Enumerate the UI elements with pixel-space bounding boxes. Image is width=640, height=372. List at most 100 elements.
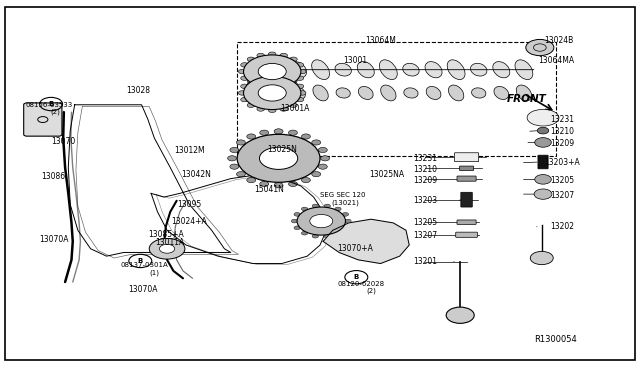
Ellipse shape <box>289 62 307 78</box>
Ellipse shape <box>425 62 442 78</box>
Ellipse shape <box>470 63 487 76</box>
FancyBboxPatch shape <box>457 176 476 181</box>
Text: 13231: 13231 <box>550 115 574 124</box>
Text: 13205: 13205 <box>413 218 437 227</box>
Ellipse shape <box>336 88 350 98</box>
Text: 08120-62028: 08120-62028 <box>338 281 385 287</box>
Ellipse shape <box>380 60 397 80</box>
Ellipse shape <box>268 88 282 98</box>
Text: 13086: 13086 <box>42 172 66 181</box>
Circle shape <box>318 147 327 153</box>
Circle shape <box>526 39 554 56</box>
Circle shape <box>268 73 276 78</box>
Circle shape <box>289 130 298 135</box>
Text: 13070A: 13070A <box>128 285 157 294</box>
Circle shape <box>312 234 319 238</box>
Circle shape <box>342 212 349 216</box>
Circle shape <box>257 75 264 79</box>
Text: 13207: 13207 <box>550 191 574 200</box>
Circle shape <box>257 53 264 58</box>
Text: 13210: 13210 <box>413 165 437 174</box>
Circle shape <box>274 183 283 188</box>
Circle shape <box>244 76 301 110</box>
Ellipse shape <box>527 109 559 126</box>
Circle shape <box>257 85 264 90</box>
Circle shape <box>280 53 287 58</box>
Circle shape <box>296 97 304 102</box>
Text: 13231: 13231 <box>413 154 437 163</box>
Circle shape <box>247 78 255 83</box>
Circle shape <box>301 207 308 211</box>
Ellipse shape <box>357 62 374 78</box>
Ellipse shape <box>403 63 419 76</box>
Text: 13025NA: 13025NA <box>369 170 404 179</box>
Circle shape <box>345 219 351 223</box>
Circle shape <box>301 231 308 235</box>
Circle shape <box>268 108 276 112</box>
Ellipse shape <box>312 60 330 80</box>
Text: B: B <box>138 258 143 264</box>
Ellipse shape <box>358 86 373 99</box>
Text: 13203: 13203 <box>413 196 437 205</box>
Circle shape <box>289 81 297 86</box>
Circle shape <box>241 84 248 89</box>
Text: 13025N: 13025N <box>267 145 297 154</box>
Ellipse shape <box>267 63 284 76</box>
Circle shape <box>159 244 175 253</box>
FancyBboxPatch shape <box>457 220 476 224</box>
FancyBboxPatch shape <box>538 155 548 169</box>
Circle shape <box>321 156 330 161</box>
Ellipse shape <box>381 85 396 101</box>
Ellipse shape <box>515 60 533 80</box>
Circle shape <box>268 87 276 91</box>
Circle shape <box>239 91 246 95</box>
Ellipse shape <box>447 60 465 80</box>
Circle shape <box>298 91 306 95</box>
Circle shape <box>289 57 297 61</box>
Circle shape <box>297 207 346 235</box>
Circle shape <box>260 130 269 135</box>
Text: 13024+A: 13024+A <box>172 217 207 225</box>
Circle shape <box>534 189 552 199</box>
Text: 13064M: 13064M <box>365 36 396 45</box>
Text: (2): (2) <box>51 109 61 115</box>
Circle shape <box>301 134 310 139</box>
Ellipse shape <box>426 86 441 99</box>
Circle shape <box>324 204 330 208</box>
Circle shape <box>228 156 237 161</box>
Circle shape <box>244 55 301 88</box>
Circle shape <box>294 212 300 216</box>
Circle shape <box>239 69 246 74</box>
Circle shape <box>280 85 287 90</box>
Circle shape <box>241 97 248 102</box>
Circle shape <box>237 171 245 177</box>
Ellipse shape <box>494 86 509 99</box>
Text: 13070+A: 13070+A <box>337 244 373 253</box>
Circle shape <box>335 231 341 235</box>
Text: 13001: 13001 <box>343 56 367 65</box>
Ellipse shape <box>313 85 328 101</box>
Circle shape <box>531 251 553 264</box>
Circle shape <box>535 138 551 147</box>
Circle shape <box>310 214 333 228</box>
Circle shape <box>291 219 298 223</box>
Text: R1300054: R1300054 <box>534 335 577 344</box>
Ellipse shape <box>472 88 486 98</box>
Circle shape <box>247 177 256 183</box>
Text: 13011A: 13011A <box>156 238 185 247</box>
FancyBboxPatch shape <box>456 232 477 237</box>
Circle shape <box>312 171 321 177</box>
Circle shape <box>335 207 341 211</box>
Circle shape <box>247 103 255 108</box>
Text: B: B <box>354 274 359 280</box>
Text: 13012M: 13012M <box>174 147 205 155</box>
Circle shape <box>296 76 304 80</box>
Circle shape <box>538 127 548 134</box>
Text: 13095: 13095 <box>177 200 202 209</box>
Circle shape <box>312 140 321 145</box>
Text: 13064MA: 13064MA <box>538 56 574 65</box>
Circle shape <box>296 63 304 67</box>
Ellipse shape <box>516 85 532 101</box>
Text: 13028: 13028 <box>126 86 150 94</box>
Ellipse shape <box>335 63 351 76</box>
